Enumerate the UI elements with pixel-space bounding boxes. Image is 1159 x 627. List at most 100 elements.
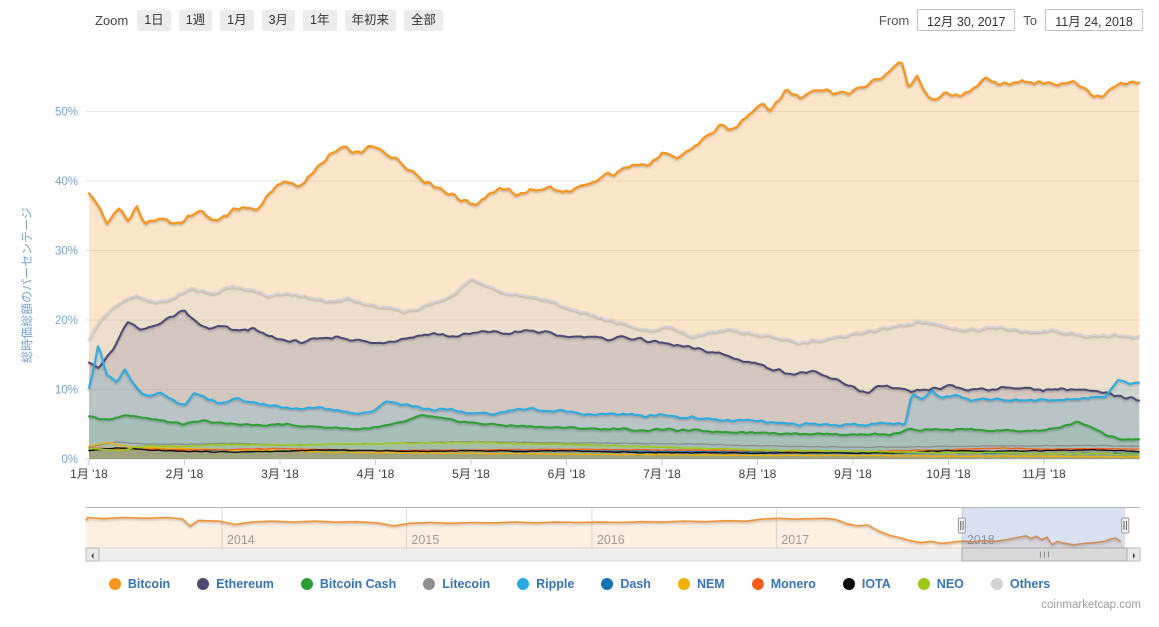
legend-label: IOTA — [861, 577, 891, 591]
navigator-line — [85, 516, 1122, 546]
area-bitcoin-cash — [89, 415, 1140, 459]
svg-text:20%: 20% — [55, 315, 78, 327]
svg-text:2018: 2018 — [967, 533, 995, 547]
line-bitcoin — [87, 61, 1141, 225]
legend-marker-icon — [677, 578, 690, 590]
scrollbar-left-button[interactable] — [85, 547, 100, 562]
svg-text:4月 '18: 4月 '18 — [357, 467, 395, 481]
svg-text:2月 '18: 2月 '18 — [166, 467, 204, 481]
area-bitcoin — [89, 62, 1140, 459]
legend-marker-icon — [990, 578, 1003, 590]
legend-item-others[interactable]: Others — [990, 577, 1051, 591]
line-monero — [88, 447, 1140, 453]
y-axis-labels: 0% 10% 20% 30% 40% 50% — [55, 107, 78, 467]
line-nem — [88, 441, 1140, 458]
legend-marker-icon — [108, 578, 121, 590]
line-others — [88, 278, 1140, 344]
legend-item-neo[interactable]: NEO — [917, 577, 964, 591]
y-axis-title: 総時価総額のパーセンテージ — [20, 207, 34, 363]
legend-label: Ripple — [536, 577, 575, 591]
scrollbar-thumb[interactable] — [961, 547, 1128, 562]
range-button-3[interactable]: 3月 — [261, 9, 296, 31]
svg-text:3月 '18: 3月 '18 — [261, 467, 299, 481]
legend-marker-icon — [197, 578, 210, 590]
svg-text:8月 '18: 8月 '18 — [739, 467, 777, 481]
range-button-2[interactable]: 1月 — [220, 9, 254, 31]
range-button-4[interactable]: 1年 — [303, 9, 337, 31]
from-label: From — [878, 12, 910, 28]
legend-item-bitcoin[interactable]: Bitcoin — [108, 577, 171, 591]
legend-item-bitcoin-cash[interactable]: Bitcoin Cash — [300, 577, 397, 591]
legend-item-iota[interactable]: IOTA — [842, 577, 891, 591]
legend-label: Others — [1009, 577, 1051, 591]
legend-marker-icon — [517, 578, 530, 590]
svg-text:11月 '18: 11月 '18 — [1022, 467, 1066, 481]
svg-text:30%: 30% — [55, 246, 78, 258]
navigator-handle-left[interactable] — [957, 517, 966, 534]
legend-marker-icon — [842, 578, 855, 590]
svg-text:40%: 40% — [55, 176, 78, 188]
legend-label: Bitcoin Cash — [319, 577, 397, 591]
line-ripple — [88, 345, 1140, 427]
scrollbar-right-button[interactable] — [1126, 547, 1141, 562]
legend-marker-icon — [917, 578, 930, 590]
legend-item-dash[interactable]: Dash — [601, 577, 651, 591]
svg-text:9月 '18: 9月 '18 — [834, 467, 872, 481]
legend-marker-icon — [300, 578, 313, 590]
legend-label: NEM — [696, 577, 725, 591]
navigator: 2014 2015 2016 2017 2018 — [85, 507, 1140, 550]
svg-text:1月 '18: 1月 '18 — [70, 467, 108, 481]
legend-marker-icon — [601, 578, 614, 590]
to-date-input[interactable] — [1045, 9, 1143, 31]
scrollbar — [85, 547, 1141, 562]
svg-text:2017: 2017 — [781, 533, 809, 547]
legend-marker-icon — [751, 578, 764, 590]
range-button-1[interactable]: 1週 — [178, 9, 213, 31]
svg-text:0%: 0% — [61, 454, 78, 466]
legend-label: NEO — [936, 577, 964, 591]
svg-text:6月 '18: 6月 '18 — [548, 467, 586, 481]
line-bitcoin-cash — [88, 414, 1140, 441]
line-neo — [88, 441, 1140, 456]
svg-text:10月 '18: 10月 '18 — [926, 467, 971, 481]
svg-text:7月 '18: 7月 '18 — [643, 467, 681, 481]
navigator-handle-right[interactable] — [1121, 517, 1130, 534]
legend-item-litecoin[interactable]: Litecoin — [423, 577, 490, 591]
range-button-0[interactable]: 1日 — [137, 9, 171, 31]
legend-item-nem[interactable]: NEM — [677, 577, 725, 591]
zoom-group: Zoom 1日 1週 1月 3月 1年 年初来 全部 — [95, 9, 444, 31]
from-date-input[interactable] — [917, 9, 1016, 31]
zoom-label: Zoom — [95, 12, 129, 28]
area-nem — [89, 442, 1140, 459]
legend-label: Bitcoin — [127, 577, 171, 591]
legend-item-ethereum[interactable]: Ethereum — [197, 577, 274, 591]
line-ethereum — [88, 309, 1140, 402]
area-ripple — [89, 346, 1140, 459]
x-axis-labels: 1月 '18 2月 '18 3月 '18 4月 '18 5月 '18 6月 '18 7月 '… — [70, 459, 1066, 481]
svg-text:5月 '18: 5月 '18 — [452, 467, 490, 481]
line-iota — [88, 447, 1140, 455]
watermark-text: coinmarketcap.com — [1041, 599, 1141, 611]
navigator-selection[interactable] — [961, 508, 1126, 550]
legend-item-ripple[interactable]: Ripple — [517, 577, 574, 591]
area-ethereum — [89, 310, 1140, 459]
legend-marker-icon — [423, 578, 436, 590]
legend-label: Ethereum — [216, 577, 274, 591]
svg-text:2014: 2014 — [227, 533, 255, 547]
plot-area[interactable] — [86, 47, 1140, 459]
zoom-range-buttons: 1日 1週 1月 3月 1年 年初来 全部 — [137, 9, 444, 31]
range-button-6[interactable]: 全部 — [404, 9, 444, 31]
svg-text:10%: 10% — [55, 385, 78, 397]
range-button-5[interactable]: 年初来 — [344, 9, 397, 31]
series-lines — [87, 61, 1141, 458]
to-label: To — [1023, 12, 1037, 28]
legend-item-monero[interactable]: Monero — [751, 577, 816, 591]
legend-label: Litecoin — [442, 577, 491, 591]
svg-text:2016: 2016 — [597, 533, 625, 547]
svg-text:50%: 50% — [55, 107, 78, 119]
chart-legend: Bitcoin Ethereum Bitcoin Cash Litecoin Rippl… — [0, 577, 1159, 591]
legend-label: Dash — [620, 577, 651, 591]
